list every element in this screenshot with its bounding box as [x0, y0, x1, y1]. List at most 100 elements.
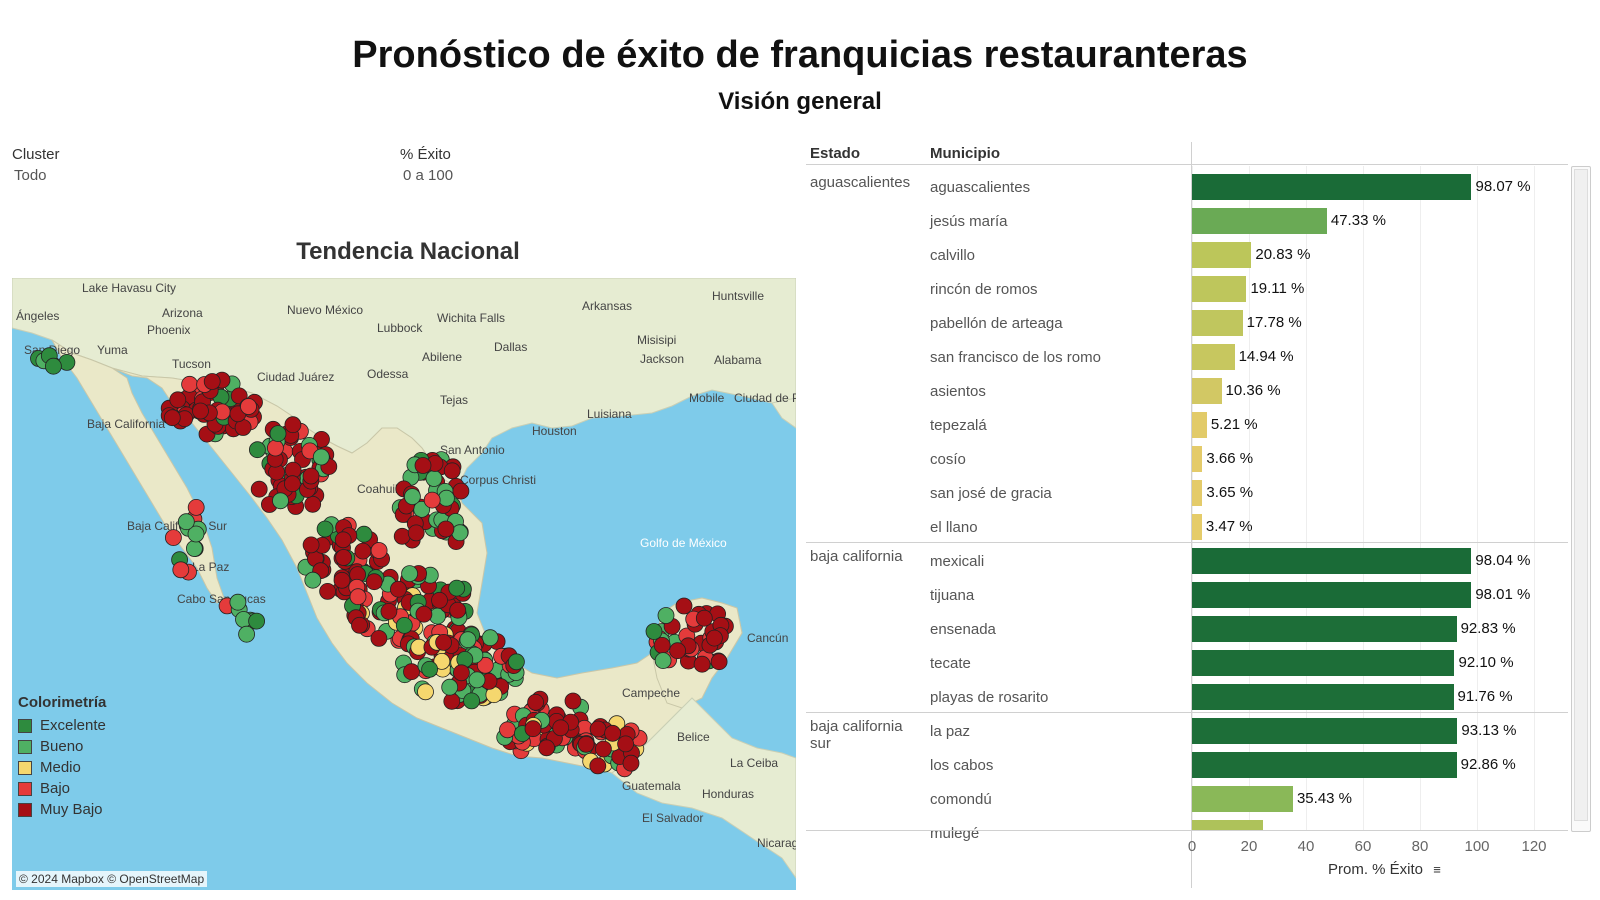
map-marker[interactable]: [710, 653, 728, 671]
map-marker[interactable]: [187, 525, 205, 543]
map-marker[interactable]: [283, 475, 301, 493]
table-scrollbar-thumb[interactable]: [1574, 169, 1588, 821]
bar[interactable]: [1192, 344, 1235, 370]
municipio-cell[interactable]: tijuana: [930, 587, 975, 604]
legend-item-excelente[interactable]: Excelente: [18, 715, 106, 736]
map-marker[interactable]: [441, 678, 459, 696]
map-marker[interactable]: [393, 527, 411, 545]
map-marker[interactable]: [653, 636, 671, 654]
map-marker[interactable]: [187, 498, 205, 516]
municipio-cell[interactable]: rincón de romos: [930, 281, 1038, 298]
map-marker[interactable]: [407, 524, 425, 542]
municipio-cell[interactable]: calvillo: [930, 247, 976, 264]
map-marker[interactable]: [675, 597, 693, 615]
bar[interactable]: [1192, 684, 1454, 710]
map-marker[interactable]: [693, 655, 711, 673]
exito-filter[interactable]: % Éxito 0 a 100: [400, 146, 453, 184]
municipio-cell[interactable]: pabellón de arteaga: [930, 315, 1063, 332]
map-marker[interactable]: [403, 663, 420, 681]
map-marker[interactable]: [435, 633, 453, 651]
map-marker[interactable]: [248, 441, 266, 459]
map-marker[interactable]: [622, 754, 640, 772]
bar[interactable]: [1192, 820, 1264, 830]
map-marker[interactable]: [177, 513, 195, 531]
map-marker[interactable]: [380, 602, 398, 620]
map-marker[interactable]: [302, 467, 320, 485]
map-marker[interactable]: [370, 542, 388, 559]
map-marker[interactable]: [365, 573, 383, 591]
map-marker[interactable]: [417, 683, 434, 701]
map-marker[interactable]: [415, 605, 433, 623]
map-marker[interactable]: [185, 540, 203, 557]
map-marker[interactable]: [564, 692, 582, 710]
bar[interactable]: [1192, 446, 1203, 472]
municipio-cell[interactable]: la paz: [930, 723, 971, 740]
map-marker[interactable]: [451, 524, 469, 542]
map-marker[interactable]: [476, 656, 494, 674]
municipio-cell[interactable]: mexicali: [930, 553, 985, 570]
map-marker[interactable]: [312, 448, 330, 466]
bar[interactable]: [1192, 208, 1327, 234]
map-marker[interactable]: [421, 660, 439, 678]
national-trend-map[interactable]: Lake Havasu City Ángeles Arizona Nuevo Méxi…: [12, 278, 796, 890]
map-marker[interactable]: [238, 625, 256, 643]
map-marker[interactable]: [349, 588, 367, 606]
map-marker[interactable]: [354, 542, 372, 560]
bar[interactable]: [1192, 242, 1252, 268]
map-marker[interactable]: [443, 692, 461, 710]
map-marker[interactable]: [431, 591, 448, 609]
map-marker[interactable]: [577, 735, 595, 753]
map-marker[interactable]: [192, 402, 209, 420]
map-marker[interactable]: [589, 720, 607, 738]
municipio-cell[interactable]: comondú: [930, 791, 992, 808]
map-marker[interactable]: [463, 692, 481, 710]
map-credit[interactable]: © 2024 Mapbox © OpenStreetMap: [16, 871, 208, 887]
bar[interactable]: [1192, 752, 1457, 778]
map-marker[interactable]: [645, 623, 663, 640]
map-marker[interactable]: [395, 616, 413, 634]
map-marker[interactable]: [45, 357, 62, 375]
map-marker[interactable]: [706, 629, 723, 647]
map-marker[interactable]: [284, 416, 302, 434]
map-marker[interactable]: [334, 531, 352, 549]
map-marker[interactable]: [351, 616, 368, 634]
map-marker[interactable]: [499, 721, 516, 739]
bar[interactable]: [1192, 480, 1203, 506]
bar[interactable]: [1192, 174, 1472, 200]
map-marker[interactable]: [414, 457, 432, 474]
map-marker[interactable]: [527, 693, 544, 711]
municipio-cell[interactable]: tecate: [930, 655, 971, 672]
map-marker[interactable]: [604, 724, 621, 742]
map-marker[interactable]: [333, 571, 351, 589]
municipio-cell[interactable]: asientos: [930, 383, 986, 400]
map-marker[interactable]: [459, 631, 477, 649]
map-marker[interactable]: [269, 425, 287, 443]
bar[interactable]: [1192, 650, 1455, 676]
map-marker[interactable]: [448, 579, 466, 597]
bar[interactable]: [1192, 582, 1472, 608]
map-marker[interactable]: [437, 489, 455, 507]
map-marker[interactable]: [266, 439, 284, 457]
map-marker[interactable]: [335, 549, 353, 566]
municipio-cell[interactable]: aguascalientes: [930, 179, 1031, 196]
column-header-estado[interactable]: Estado: [810, 145, 861, 162]
map-marker[interactable]: [169, 391, 187, 409]
municipio-cell[interactable]: jesús maría: [930, 213, 1008, 230]
municipio-cell[interactable]: el llano: [930, 519, 978, 536]
map-marker[interactable]: [589, 757, 607, 775]
map-marker[interactable]: [552, 719, 570, 737]
map-marker[interactable]: [657, 607, 675, 624]
map-marker[interactable]: [302, 536, 320, 554]
map-marker[interactable]: [304, 495, 322, 513]
map-marker[interactable]: [163, 409, 181, 427]
map-marker[interactable]: [425, 470, 443, 487]
estado-cell[interactable]: baja california sur: [810, 718, 903, 752]
bar[interactable]: [1192, 514, 1202, 540]
map-marker[interactable]: [595, 740, 612, 758]
estado-cell[interactable]: aguascalientes: [810, 174, 911, 191]
municipio-cell[interactable]: playas de rosarito: [930, 689, 1049, 706]
cluster-filter[interactable]: Cluster Todo: [12, 146, 60, 184]
map-marker[interactable]: [355, 525, 373, 543]
map-marker[interactable]: [389, 580, 407, 598]
municipio-cell[interactable]: cosío: [930, 451, 966, 468]
